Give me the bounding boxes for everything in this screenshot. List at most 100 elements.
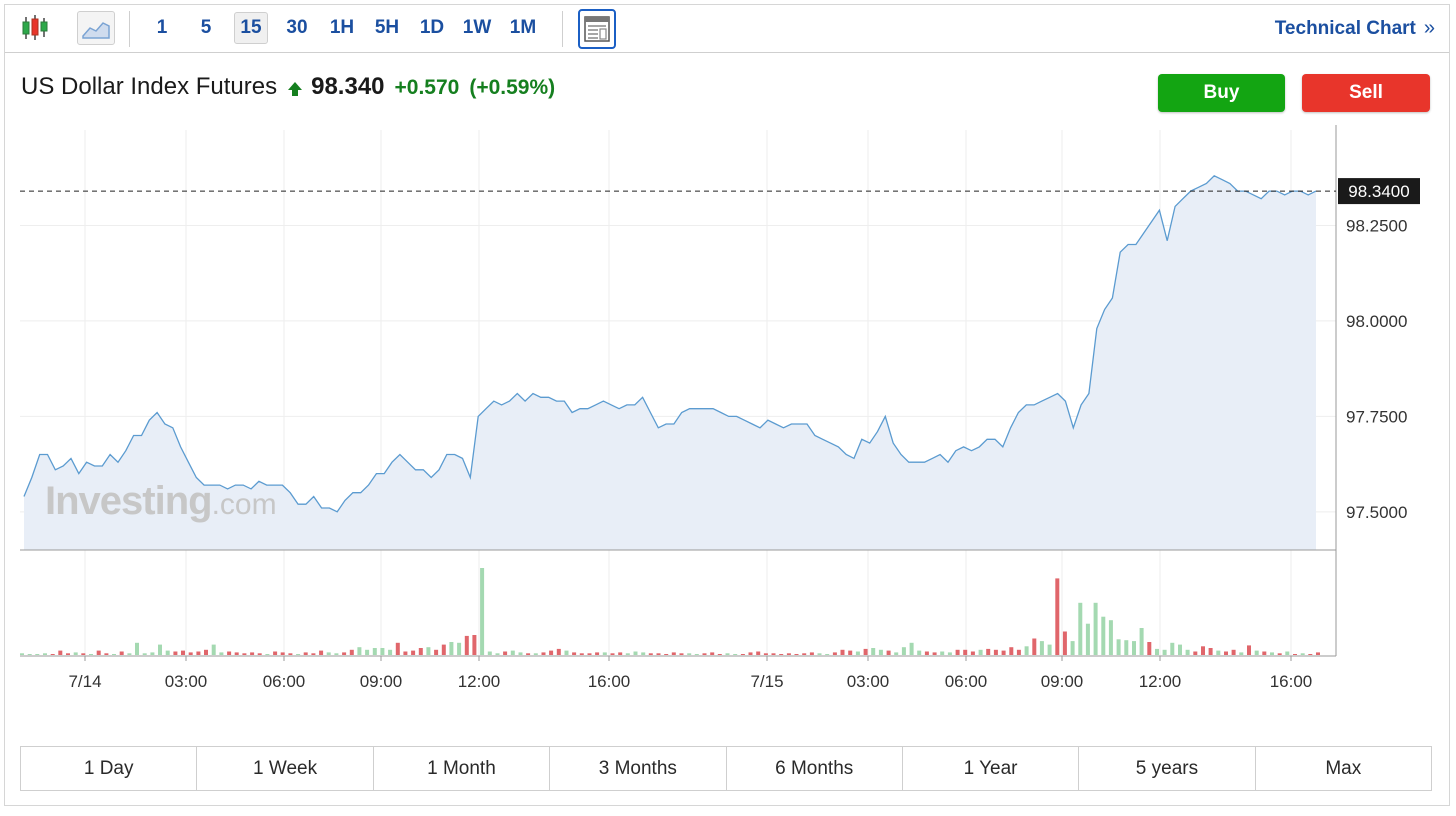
price-change: +0.570: [394, 76, 460, 99]
volume-bar: [602, 652, 607, 655]
volume-bar: [1285, 651, 1290, 655]
volume-bar: [1170, 642, 1175, 655]
x-tick-label: 09:00: [360, 672, 403, 691]
volume-bar: [832, 652, 837, 655]
range-1-day[interactable]: 1 Day: [21, 747, 198, 790]
volume-bar: [763, 653, 768, 655]
range-6-months[interactable]: 6 Months: [727, 747, 903, 790]
volume-bar: [748, 652, 753, 655]
range-5-years[interactable]: 5 years: [1079, 747, 1256, 790]
interval-15[interactable]: 15: [234, 12, 268, 44]
volume-bar: [142, 653, 147, 655]
volume-bar: [135, 642, 139, 655]
volume-bar: [1316, 652, 1320, 655]
arrow-up-icon: [287, 81, 303, 102]
volume-bar: [388, 649, 393, 655]
volume-bar: [1047, 644, 1052, 655]
volume-bar: [1093, 602, 1098, 655]
range-1-week[interactable]: 1 Week: [197, 747, 374, 790]
y-tick-label: 98.0000: [1346, 312, 1407, 331]
volume-bar: [119, 651, 124, 655]
volume-bar: [840, 649, 845, 655]
volume-bar: [825, 654, 830, 655]
volume-bar: [786, 653, 791, 655]
interval-5h[interactable]: 5H: [374, 17, 400, 38]
x-tick-label: 03:00: [165, 672, 208, 691]
volume-bar: [1116, 639, 1121, 655]
volume-bar: [50, 654, 55, 655]
volume-bar: [1277, 653, 1282, 655]
volume-bar: [311, 653, 316, 655]
volume-bar: [372, 648, 377, 655]
volume-bar: [464, 635, 469, 655]
volume-bar: [1132, 641, 1136, 655]
volume-bar: [779, 654, 784, 655]
x-tick-label: 06:00: [945, 672, 988, 691]
interval-1w[interactable]: 1W: [462, 17, 492, 38]
volume-bar: [35, 654, 40, 655]
buy-button[interactable]: Buy: [1158, 74, 1285, 112]
volume-bar: [441, 644, 446, 655]
x-tick-label: 12:00: [458, 672, 501, 691]
last-price-label-box: [1338, 178, 1420, 205]
x-tick-label: 7/14: [68, 672, 101, 691]
volume-bar: [848, 650, 853, 655]
interval-1h[interactable]: 1H: [329, 17, 355, 38]
volume-bar: [1009, 647, 1014, 655]
volume-bar: [963, 649, 968, 655]
volume-bar: [242, 653, 247, 655]
x-tick-label: 16:00: [1270, 672, 1313, 691]
volume-bar: [648, 653, 653, 655]
volume-bar: [1001, 650, 1006, 655]
double-chevron-right-icon: »: [1423, 17, 1435, 39]
volume-bar: [487, 651, 492, 655]
volume-bar: [1016, 649, 1021, 655]
sell-button[interactable]: Sell: [1302, 74, 1430, 112]
volume-bar: [587, 653, 592, 655]
last-price: 98.340: [311, 73, 385, 100]
volume-bar: [234, 652, 239, 655]
volume-bar: [20, 653, 24, 655]
price-chart[interactable]: 98.3400 98.2500 98.0000 97.7500 97.5000 7/14 0…: [5, 5, 1451, 745]
range-1-year[interactable]: 1 Year: [903, 747, 1080, 790]
volume-bar: [1078, 602, 1083, 655]
layout-icon[interactable]: [578, 9, 616, 49]
range-max[interactable]: Max: [1325, 757, 1362, 779]
volume-bar: [365, 649, 370, 655]
volume-bar: [1101, 616, 1106, 655]
interval-1d[interactable]: 1D: [419, 17, 445, 38]
volume-bar: [250, 652, 255, 655]
volume-bar: [625, 653, 630, 655]
interval-5[interactable]: 5: [200, 17, 212, 38]
volume-bar: [1124, 640, 1129, 655]
quote-header: US Dollar Index Futures 98.340 +0.570 (+…: [21, 73, 555, 109]
volume-bar: [73, 652, 78, 655]
chart-widget: 1 5 15 30 1H 5H 1D 1W 1M Technical Chart…: [4, 4, 1450, 806]
volume-bar: [687, 653, 692, 655]
technical-chart-link[interactable]: Technical Chart »: [1275, 17, 1435, 40]
interval-30[interactable]: 30: [286, 17, 308, 38]
volume-bar: [572, 652, 577, 655]
range-1-month[interactable]: 1 Month: [374, 747, 551, 790]
volume-bar: [970, 651, 975, 655]
volume-bar: [1300, 653, 1305, 655]
volume-bar: [771, 653, 776, 655]
volume-bar: [809, 652, 814, 655]
volume-bar: [43, 653, 47, 655]
volume-bar: [518, 652, 523, 655]
volume-bar: [1085, 623, 1090, 655]
volume-bar: [564, 650, 569, 655]
range-3-months[interactable]: 3 Months: [550, 747, 727, 790]
toolbar-divider: [562, 11, 563, 47]
volume-bar: [326, 652, 331, 655]
volume-bar: [993, 649, 998, 655]
x-tick-label: 03:00: [847, 672, 890, 691]
interval-1[interactable]: 1: [156, 17, 168, 38]
volume-bar: [1193, 651, 1198, 655]
candlestick-icon[interactable]: [17, 11, 53, 45]
interval-1m[interactable]: 1M: [509, 17, 537, 38]
area-chart-icon[interactable]: [77, 11, 115, 45]
volume-bar: [81, 653, 86, 655]
volume-bar: [273, 651, 278, 655]
volume-bar: [671, 652, 676, 655]
